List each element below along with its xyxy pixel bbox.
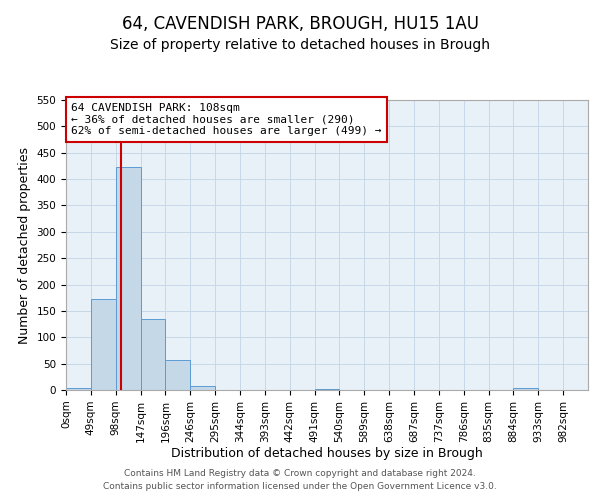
Y-axis label: Number of detached properties: Number of detached properties	[18, 146, 31, 344]
Bar	[314, 389, 340, 390]
Bar	[66, 388, 91, 390]
Bar	[116, 168, 140, 390]
Text: 64, CAVENDISH PARK, BROUGH, HU15 1AU: 64, CAVENDISH PARK, BROUGH, HU15 1AU	[121, 15, 479, 33]
Bar	[140, 320, 166, 390]
Bar	[514, 388, 538, 390]
Text: Size of property relative to detached houses in Brough: Size of property relative to detached ho…	[110, 38, 490, 52]
Text: 64 CAVENDISH PARK: 108sqm
← 36% of detached houses are smaller (290)
62% of semi: 64 CAVENDISH PARK: 108sqm ← 36% of detac…	[71, 103, 382, 136]
Text: Contains HM Land Registry data © Crown copyright and database right 2024.: Contains HM Land Registry data © Crown c…	[124, 468, 476, 477]
Text: Contains public sector information licensed under the Open Government Licence v3: Contains public sector information licen…	[103, 482, 497, 491]
Bar	[166, 360, 190, 390]
Bar	[91, 300, 116, 390]
Bar	[190, 386, 215, 390]
X-axis label: Distribution of detached houses by size in Brough: Distribution of detached houses by size …	[171, 448, 483, 460]
